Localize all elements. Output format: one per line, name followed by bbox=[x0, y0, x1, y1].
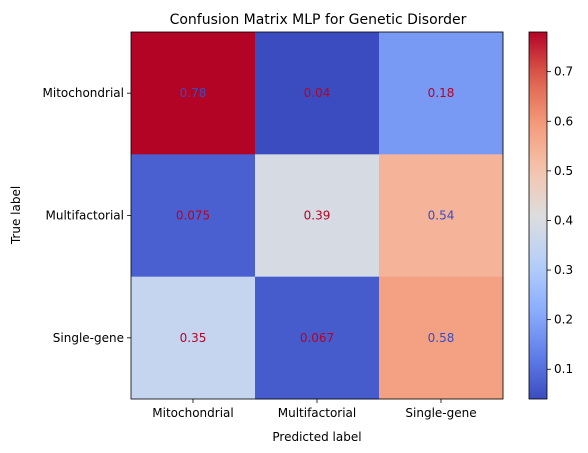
heatmap-cells bbox=[131, 32, 504, 400]
colorbar-ticks: 0.1 0.2 0.3 0.4 0.5 0.6 0.7 bbox=[547, 65, 573, 376]
colorbar-tick-label: 0.7 bbox=[554, 65, 573, 79]
x-tick-label: Mitochondrial bbox=[152, 406, 233, 420]
colorbar-tick-label: 0.1 bbox=[554, 362, 573, 376]
chart-title: Confusion Matrix MLP for Genetic Disorde… bbox=[170, 12, 467, 28]
cell-value-label: 0.78 bbox=[180, 86, 207, 100]
heatmap-cell bbox=[255, 276, 380, 400]
y-tick-label: Mitochondrial bbox=[43, 86, 124, 100]
heatmap-cell bbox=[255, 32, 380, 155]
cell-value-label: 0.39 bbox=[304, 209, 331, 223]
colorbar-tick-label: 0.4 bbox=[554, 213, 573, 227]
heatmap-cell bbox=[131, 32, 256, 155]
x-tick-label: Multifactorial bbox=[278, 406, 357, 420]
cell-value-label: 0.18 bbox=[428, 86, 455, 100]
y-axis-label: True label bbox=[9, 186, 23, 245]
heatmap-cell-labels: 0.78 0.04 0.18 0.075 0.39 0.54 0.35 0.067 0.58 bbox=[176, 86, 455, 345]
cell-value-label: 0.075 bbox=[176, 209, 210, 223]
colorbar bbox=[528, 31, 548, 400]
cell-value-label: 0.35 bbox=[180, 331, 207, 345]
x-axis-ticks: Mitochondrial Multifactorial Single-gene bbox=[152, 399, 477, 420]
heatmap-cell bbox=[255, 154, 380, 278]
cell-value-label: 0.54 bbox=[428, 209, 455, 223]
colorbar-tick-label: 0.3 bbox=[554, 263, 573, 277]
cell-value-label: 0.04 bbox=[304, 86, 331, 100]
heatmap-cell bbox=[131, 276, 256, 400]
x-tick-label: Single-gene bbox=[405, 406, 476, 420]
heatmap-cell bbox=[379, 32, 504, 155]
colorbar-tick-label: 0.5 bbox=[554, 164, 573, 178]
heatmap-cell bbox=[379, 276, 504, 400]
y-axis-ticks: Mitochondrial Multifactorial Single-gene bbox=[43, 86, 131, 345]
colorbar-tick-label: 0.2 bbox=[554, 313, 573, 327]
cell-value-label: 0.58 bbox=[428, 331, 455, 345]
heatmap-cell bbox=[131, 154, 256, 278]
y-tick-label: Multifactorial bbox=[45, 209, 124, 223]
y-tick-label: Single-gene bbox=[53, 331, 124, 345]
heatmap-cell bbox=[379, 154, 504, 278]
x-axis-label: Predicted label bbox=[272, 430, 361, 444]
colorbar-tick-label: 0.6 bbox=[554, 114, 573, 128]
cell-value-label: 0.067 bbox=[300, 331, 334, 345]
